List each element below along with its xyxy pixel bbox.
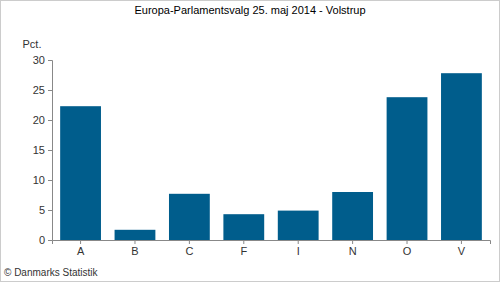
tick: 20 — [33, 114, 52, 126]
bar — [169, 194, 210, 240]
tick-mark — [352, 240, 353, 244]
bar — [387, 97, 428, 240]
tick-label: A — [77, 245, 85, 257]
tick-label: F — [240, 245, 247, 257]
tick-label: 10 — [33, 174, 45, 186]
tick: 0 — [39, 234, 52, 246]
tick: 5 — [39, 204, 52, 216]
tick-mark — [407, 240, 408, 244]
tick: 25 — [33, 84, 52, 96]
tick: F — [240, 240, 247, 257]
tick-mark — [48, 120, 52, 121]
bars — [60, 73, 482, 240]
tick: V — [458, 240, 466, 257]
tick: C — [185, 240, 193, 257]
y-axis: 0 5 10 15 20 25 30 — [33, 54, 53, 246]
y-axis-label: Pct. — [23, 38, 42, 50]
tick-label: 30 — [33, 54, 45, 66]
tick-mark — [48, 60, 52, 61]
tick-label: C — [185, 245, 193, 257]
tick-mark — [48, 150, 52, 151]
bar — [60, 106, 101, 240]
tick-label: 15 — [33, 144, 45, 156]
tick-label: 5 — [39, 204, 45, 216]
plot: 0 5 10 15 20 25 30 A B C F I N O V — [33, 54, 491, 257]
bar — [223, 214, 264, 240]
tick-label: V — [458, 245, 466, 257]
tick: N — [349, 240, 357, 257]
tick: O — [403, 240, 412, 257]
bar — [441, 73, 482, 240]
tick-mark — [461, 240, 462, 244]
tick-label: 25 — [33, 84, 45, 96]
tick-mark — [189, 240, 190, 244]
tick: 10 — [33, 174, 52, 186]
tick-mark — [243, 240, 244, 244]
tick-mark — [48, 210, 52, 211]
tick: I — [297, 240, 300, 257]
chart: Europa-Parlamentsvalg 25. maj 2014 - Vol… — [0, 0, 500, 282]
tick-label: O — [403, 245, 412, 257]
tick-mark — [48, 180, 52, 181]
tick-label: I — [297, 245, 300, 257]
bar — [115, 230, 156, 240]
tick-label: B — [131, 245, 138, 257]
tick: B — [131, 240, 138, 257]
axis-line — [53, 241, 491, 245]
tick: 30 — [33, 54, 52, 66]
tick-label: 20 — [33, 114, 45, 126]
tick-mark — [48, 90, 52, 91]
bar — [278, 211, 319, 240]
tick-label: 0 — [39, 234, 45, 246]
x-axis: ABCFINOV — [53, 240, 491, 257]
frame — [1, 1, 500, 282]
tick-mark — [298, 240, 299, 244]
title: Europa-Parlamentsvalg 25. maj 2014 - Vol… — [134, 4, 365, 16]
axis-line — [48, 61, 53, 241]
tick-label: N — [349, 245, 357, 257]
tick: A — [77, 240, 85, 257]
tick-mark — [134, 240, 135, 244]
bar — [332, 192, 373, 240]
source: © Danmarks Statistik — [4, 267, 99, 278]
tick-mark — [48, 240, 52, 241]
tick-mark — [80, 240, 81, 244]
tick: 15 — [33, 144, 52, 156]
